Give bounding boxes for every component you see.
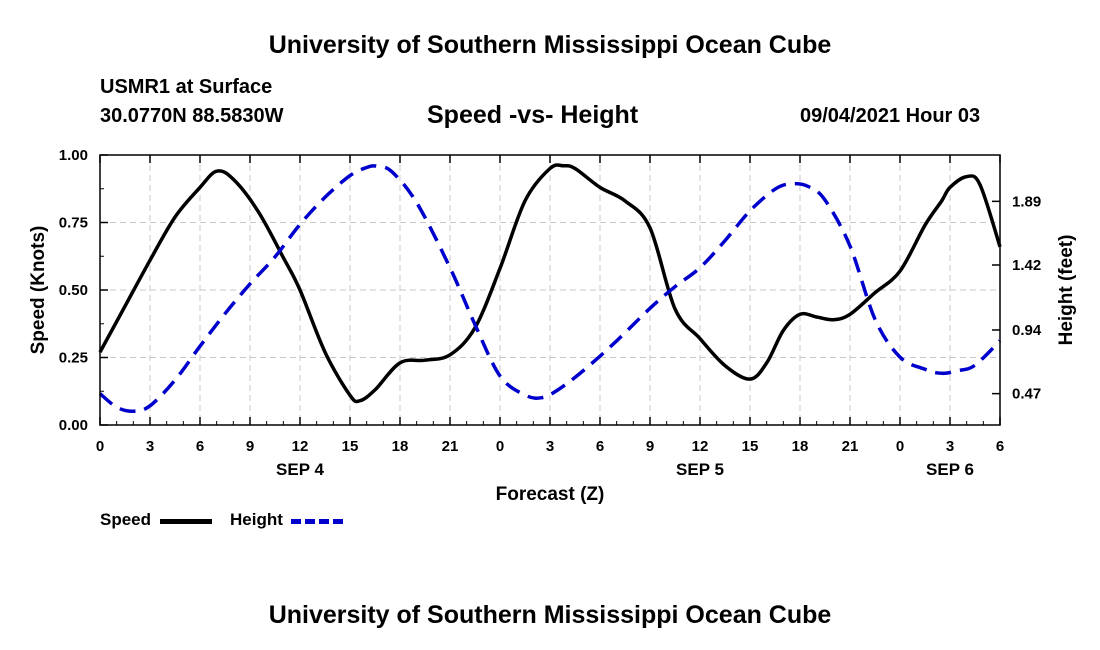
legend-height-label: Height xyxy=(230,510,283,529)
legend-height-swatch xyxy=(291,519,343,524)
y2-tick-label: 1.42 xyxy=(1012,257,1041,274)
chart-title: Speed -vs- Height xyxy=(427,101,639,129)
x-tick-label: 3 xyxy=(146,438,154,455)
x-tick-label: 18 xyxy=(792,438,809,455)
x-tick-label: 21 xyxy=(842,438,859,455)
x-tick-label: 3 xyxy=(546,438,554,455)
x-tick-label: 12 xyxy=(692,438,709,455)
y2-tick-label: 0.47 xyxy=(1012,386,1041,403)
x-tick-label: 9 xyxy=(646,438,654,455)
coordinates-label: 30.0770N 88.5830W xyxy=(100,105,284,127)
y-tick-label: 0.00 xyxy=(59,417,88,434)
y-tick-label: 0.75 xyxy=(59,215,88,232)
x-tick-label: 0 xyxy=(896,438,904,455)
y2-tick-label: 0.94 xyxy=(1012,322,1042,339)
x-tick-label: 9 xyxy=(246,438,254,455)
legend-speed-swatch xyxy=(160,519,212,524)
x-tick-label: 21 xyxy=(442,438,459,455)
x-tick-label: 15 xyxy=(742,438,759,455)
height-series-line xyxy=(98,164,1002,413)
x-tick-label: 6 xyxy=(196,438,204,455)
y-axis-label: Speed (Knots) xyxy=(28,226,49,355)
x-axis-label: Forecast (Z) xyxy=(496,484,605,505)
x-tick-label: 0 xyxy=(96,438,104,455)
y-tick-label: 0.50 xyxy=(59,282,88,299)
date-label: 09/04/2021 Hour 03 xyxy=(800,105,981,127)
x-tick-label: 6 xyxy=(996,438,1004,455)
labels-layer: 0 3 6 9 12 15 18 21 0 3 6 9 12 15 18 21 0 3 6 SEP 4 SEP 5 SEP… xyxy=(59,147,1042,479)
x-tick-label: 6 xyxy=(596,438,604,455)
date-label: SEP 5 xyxy=(676,460,724,479)
y2-tick-label: 1.89 xyxy=(1012,193,1041,210)
y-tick-label: 0.25 xyxy=(59,350,88,367)
x-tick-label: 15 xyxy=(342,438,359,455)
speed-series-line xyxy=(98,163,1002,404)
y2-axis-label: Height (feet) xyxy=(1056,235,1077,346)
bottom-title: University of Southern Mississippi Ocean… xyxy=(268,601,832,629)
series-layer xyxy=(98,163,1002,413)
date-label: SEP 4 xyxy=(276,460,324,479)
ticks-layer xyxy=(99,154,1001,426)
top-title: University of Southern Mississippi Ocean… xyxy=(268,31,832,59)
x-tick-label: 18 xyxy=(392,438,409,455)
legend-speed-label: Speed xyxy=(100,510,152,529)
x-tick-label: 12 xyxy=(292,438,309,455)
x-tick-label: 3 xyxy=(946,438,954,455)
x-tick-label: 0 xyxy=(496,438,504,455)
station-label: USMR1 at Surface xyxy=(100,76,273,98)
y-tick-label: 1.00 xyxy=(59,147,88,164)
date-label: SEP 6 xyxy=(926,460,974,479)
grid-layer xyxy=(100,155,1000,425)
